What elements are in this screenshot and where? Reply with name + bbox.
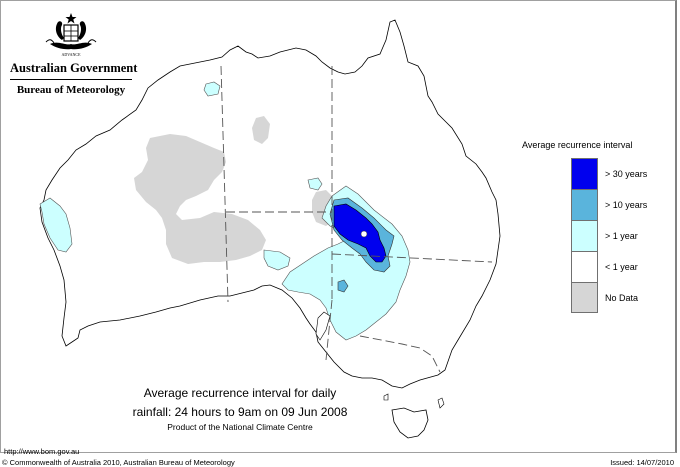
caption-product-credit: Product of the National Climate Centre — [167, 422, 313, 432]
legend-item: > 1 year — [571, 220, 672, 251]
legend-swatch-over-30-years — [571, 158, 598, 189]
map-frame — [0, 0, 677, 453]
organisation-name: Australian Government — [10, 61, 138, 75]
coat-of-arms-icon: ADVANCE — [45, 13, 97, 57]
legend-label: > 10 years — [605, 199, 648, 210]
legend-swatch-over-10-years — [571, 189, 598, 220]
legend-item: > 30 years — [571, 158, 672, 189]
legend-item: No Data — [571, 282, 672, 313]
gulf-detail — [315, 311, 331, 341]
legend-label: < 1 year — [605, 261, 638, 272]
map-legend: Average recurrence interval > 30 years >… — [522, 140, 672, 313]
website-link[interactable]: http://www.bom.gov.au — [4, 447, 80, 456]
legend-label: > 1 year — [605, 230, 638, 241]
legend-label: No Data — [605, 292, 639, 303]
issued-date: Issued: 14/07/2010 — [610, 458, 674, 467]
caption-title-line-1: Average recurrence interval for daily — [143, 386, 337, 400]
map-caption: Average recurrence interval for daily ra… — [100, 384, 380, 433]
legend-swatch-under-1-year — [571, 251, 598, 282]
over-30-years-region — [333, 203, 387, 263]
legend-swatch-no-data — [571, 282, 598, 313]
no-data-regions — [134, 116, 332, 264]
caption-title-line-2: rainfall: 24 hours to 9am on 09 Jun 2008 — [132, 405, 348, 419]
legend-title: Average recurrence interval — [522, 140, 633, 150]
state-borders — [220, 65, 493, 373]
island-outline — [383, 393, 389, 401]
legend-swatch-over-1-year — [571, 220, 598, 251]
small-white-hole — [360, 230, 368, 238]
legend-item: > 10 years — [571, 189, 672, 220]
legend-item: < 1 year — [571, 251, 672, 282]
svg-text:ADVANCE: ADVANCE — [61, 52, 81, 57]
agency-name: Bureau of Meteorology — [16, 84, 126, 96]
legend-label: > 30 years — [605, 168, 648, 179]
copyright-notice: © Commonwealth of Australia 2010, Austra… — [2, 458, 235, 467]
title-divider — [10, 79, 132, 80]
island-outline — [437, 397, 445, 409]
tasmania-coastline — [391, 407, 429, 439]
bom-logo: ADVANCE Australian Government Bureau of … — [10, 10, 138, 96]
